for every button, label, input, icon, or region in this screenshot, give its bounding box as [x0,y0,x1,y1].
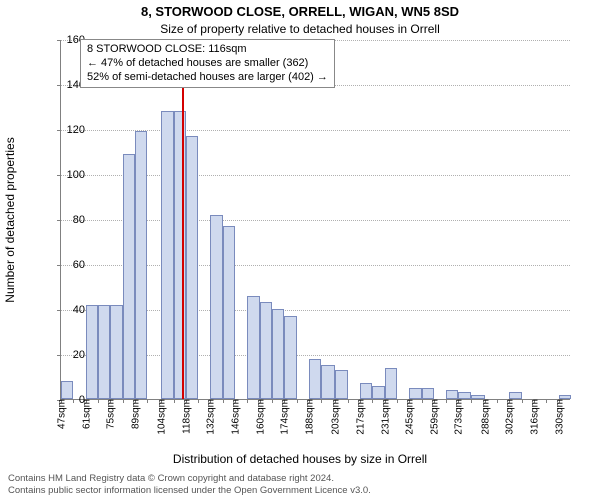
xtick-label: 302sqm [503,399,516,435]
annotation-line2: ← 47% of detached houses are smaller (36… [87,57,328,71]
ytick-label: 120 [55,124,85,136]
histogram-bar [123,154,135,399]
histogram-bar [86,305,98,400]
ytick-label: 100 [55,169,85,181]
histogram-bar [458,392,470,399]
xtick-label: 259sqm [427,399,440,435]
histogram-bar [98,305,110,400]
xtick-label: 316sqm [528,399,541,435]
histogram-bar [509,392,521,399]
xtick-label: 132sqm [204,399,217,435]
chart-title: 8, STORWOOD CLOSE, ORRELL, WIGAN, WN5 8S… [0,4,600,19]
xtick-label: 89sqm [128,399,141,429]
footer-attribution: Contains HM Land Registry data © Crown c… [8,473,371,496]
histogram-bar [161,111,173,399]
histogram-bar [446,390,458,399]
footer-line2: Contains public sector information licen… [8,485,371,496]
xtick-label: 245sqm [403,399,416,435]
annotation-line1: 8 STORWOOD CLOSE: 116sqm [87,43,328,57]
xtick-label: 273sqm [452,399,465,435]
histogram-bar [272,309,284,399]
xtick-mark [546,399,547,403]
annotation-line3: 52% of semi-detached houses are larger (… [87,71,328,85]
histogram-bar [247,296,259,400]
histogram-bar [186,136,198,399]
xtick-mark [397,399,398,403]
histogram-bar [372,386,384,400]
histogram-bar [135,131,147,399]
xtick-label: 174sqm [278,399,291,435]
x-axis-label: Distribution of detached houses by size … [0,452,600,466]
histogram-bar [321,365,335,399]
xtick-label: 146sqm [229,399,242,435]
ytick-label: 0 [55,394,85,406]
histogram-bar [284,316,296,399]
xtick-label: 217sqm [353,399,366,435]
xtick-mark [348,399,349,403]
plot-area: 47sqm61sqm75sqm89sqm104sqm118sqm132sqm14… [60,40,570,400]
xtick-mark [522,399,523,403]
xtick-label: 104sqm [155,399,168,435]
xtick-mark [497,399,498,403]
histogram-bar [260,302,272,399]
histogram-bar [360,383,372,399]
xtick-mark [223,399,224,403]
xtick-mark [272,399,273,403]
histogram-bar [223,226,235,399]
xtick-mark [98,399,99,403]
xtick-label: 160sqm [253,399,266,435]
xtick-mark [174,399,175,403]
ytick-label: 20 [55,349,85,361]
histogram-bar [309,359,321,400]
histogram-bar [409,388,421,399]
xtick-mark [198,399,199,403]
xtick-label: 231sqm [378,399,391,435]
ytick-label: 60 [55,259,85,271]
xtick-mark [147,399,148,403]
xtick-mark [297,399,298,403]
xtick-mark [372,399,373,403]
xtick-label: 330sqm [552,399,565,435]
histogram-bar [385,368,397,400]
xtick-label: 288sqm [478,399,491,435]
xtick-mark [321,399,322,403]
xtick-label: 188sqm [302,399,315,435]
histogram-bar [335,370,347,399]
y-axis-label: Number of detached properties [3,137,17,302]
xtick-label: 118sqm [179,399,192,434]
chart-subtitle: Size of property relative to detached ho… [0,22,600,36]
ytick-label: 40 [55,304,85,316]
reference-line [182,40,184,399]
footer-line1: Contains HM Land Registry data © Crown c… [8,473,371,484]
ytick-label: 80 [55,214,85,226]
xtick-label: 75sqm [104,399,117,429]
xtick-mark [247,399,248,403]
annotation-box: 8 STORWOOD CLOSE: 116sqm ← 47% of detach… [80,39,335,88]
chart-container: 8, STORWOOD CLOSE, ORRELL, WIGAN, WN5 8S… [0,0,600,500]
histogram-bar [210,215,222,400]
xtick-mark [471,399,472,403]
histogram-bar [110,305,122,400]
xtick-mark [123,399,124,403]
histogram-bar [422,388,434,399]
xtick-mark [446,399,447,403]
xtick-mark [422,399,423,403]
xtick-label: 203sqm [329,399,342,435]
